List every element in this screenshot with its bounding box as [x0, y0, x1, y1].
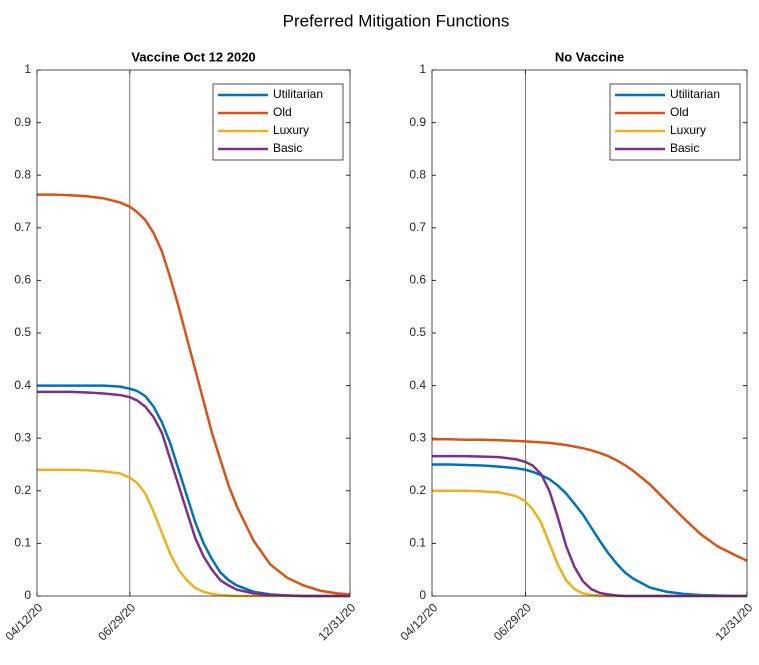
series-line	[432, 438, 748, 562]
y-tick-label: 0.9	[14, 115, 31, 129]
legend-label: Luxury	[670, 123, 706, 137]
axes-box	[431, 69, 748, 597]
legend-box	[609, 83, 741, 161]
y-tick-label: 0.1	[14, 536, 31, 550]
y-tick-label: 0.3	[14, 430, 31, 444]
figure-title: Preferred Mitigation Functions	[283, 11, 510, 30]
series-line	[37, 193, 351, 596]
legend-label: Old	[273, 105, 292, 119]
chart-title: No Vaccine	[555, 49, 624, 64]
y-tick-label: 0.9	[409, 115, 426, 129]
legend-label: Old	[670, 105, 689, 119]
y-tick-label: 0.3	[409, 430, 426, 444]
series-line	[432, 463, 747, 598]
y-tick-label: 0.6	[409, 273, 426, 287]
axes-box	[36, 69, 351, 597]
series-line	[37, 390, 350, 598]
y-tick-label: 0	[24, 588, 31, 602]
y-tick-label: 0.2	[409, 483, 426, 497]
y-tick-label: 0.4	[14, 378, 31, 392]
y-tick-label: 0.8	[14, 167, 31, 181]
y-tick-label: 0.2	[14, 483, 31, 497]
y-tick-label: 0.1	[409, 536, 426, 550]
y-tick-label: 0.5	[14, 325, 31, 339]
y-tick-label: 0.6	[14, 273, 31, 287]
y-tick-label: 0.7	[14, 220, 31, 234]
legend-label: Utilitarian	[670, 87, 720, 101]
legend-label: Basic	[670, 141, 699, 155]
legend-label: Basic	[273, 141, 302, 155]
legend-label: Utilitarian	[273, 87, 323, 101]
chart-title: Vaccine Oct 12 2020	[131, 49, 255, 64]
y-tick-label: 0.4	[409, 378, 426, 392]
y-tick-label: 1	[24, 62, 31, 76]
y-tick-label: 0.7	[409, 220, 426, 234]
y-tick-label: 0.8	[409, 167, 426, 181]
y-tick-label: 1	[419, 62, 426, 76]
legend-box	[212, 83, 344, 161]
y-tick-label: 0.5	[409, 325, 426, 339]
y-tick-label: 0	[419, 588, 426, 602]
legend-label: Luxury	[273, 123, 309, 137]
